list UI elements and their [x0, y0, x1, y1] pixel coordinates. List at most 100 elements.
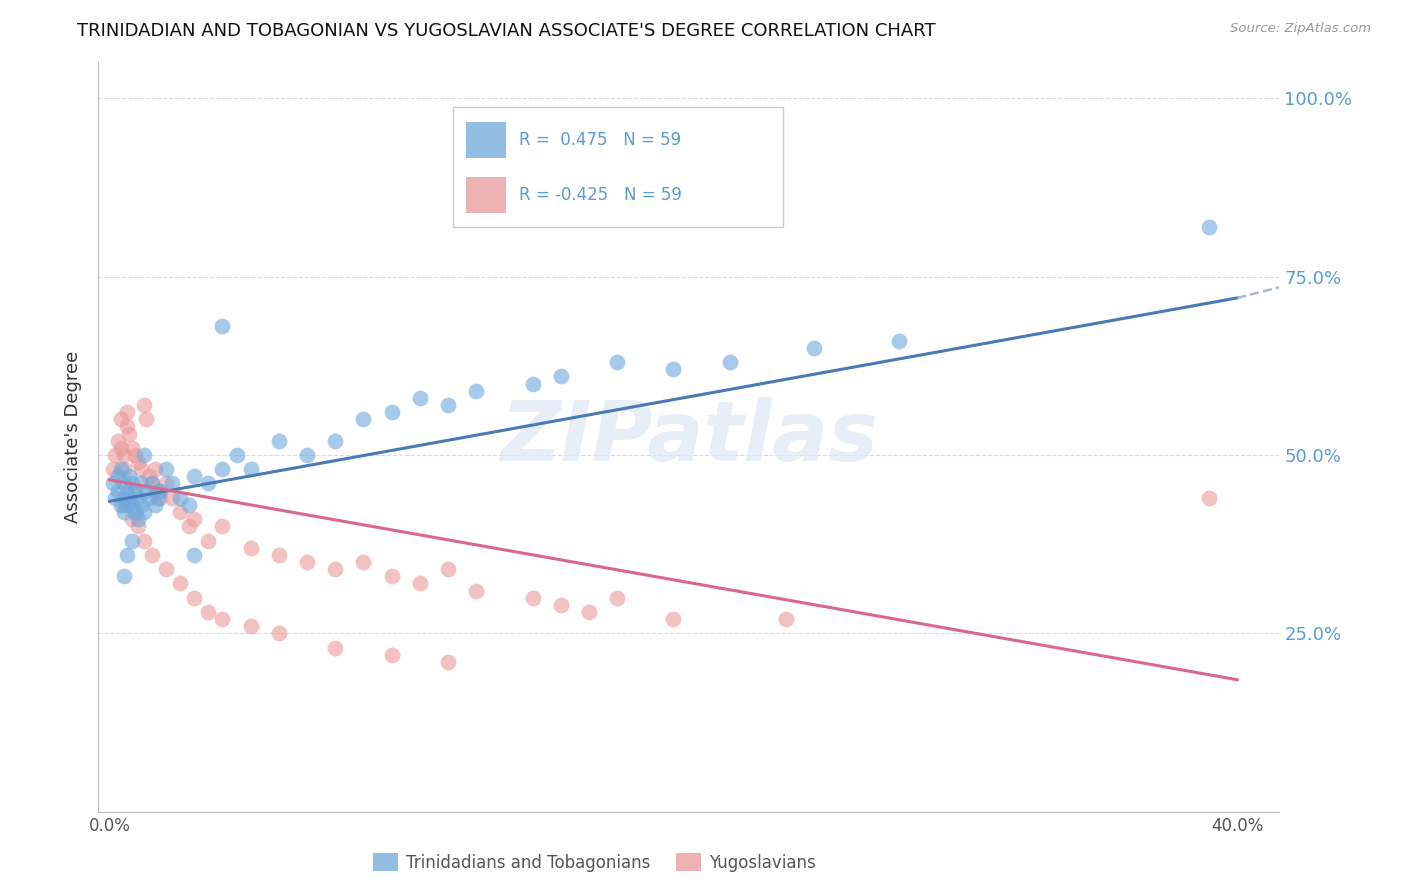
Point [267, 434, 290, 448]
Point [380, 648, 402, 662]
Point [295, 555, 318, 569]
Point [132, 533, 155, 548]
Point [465, 583, 488, 598]
Point [1198, 219, 1220, 234]
Point [118, 426, 141, 441]
Point [118, 491, 141, 505]
Point [887, 334, 910, 348]
Point [437, 398, 460, 412]
Point [183, 548, 205, 562]
Point [110, 412, 132, 426]
Point [110, 441, 132, 455]
Point [129, 498, 152, 512]
Y-axis label: Associate's Degree: Associate's Degree [65, 351, 83, 524]
Point [267, 626, 290, 640]
Point [352, 555, 374, 569]
Point [211, 462, 233, 476]
Point [211, 612, 233, 626]
Point [169, 576, 191, 591]
Point [160, 491, 183, 505]
Point [155, 462, 177, 476]
Point [143, 462, 166, 476]
Point [1198, 491, 1220, 505]
Point [146, 491, 169, 505]
Point [775, 612, 797, 626]
Point [437, 562, 460, 576]
Point [211, 519, 233, 533]
Point [121, 533, 143, 548]
Point [121, 441, 143, 455]
Point [129, 476, 152, 491]
Point [115, 548, 138, 562]
Point [380, 569, 402, 583]
Point [115, 498, 138, 512]
Point [112, 448, 135, 462]
Point [129, 462, 152, 476]
Point [121, 512, 143, 526]
Point [107, 469, 129, 483]
Point [115, 483, 138, 498]
Point [380, 405, 402, 419]
Point [132, 448, 155, 462]
Point [127, 491, 149, 505]
Point [409, 391, 432, 405]
Point [465, 384, 488, 398]
Text: TRINIDADIAN AND TOBAGONIAN VS YUGOSLAVIAN ASSOCIATE'S DEGREE CORRELATION CHART: TRINIDADIAN AND TOBAGONIAN VS YUGOSLAVIA… [77, 22, 936, 40]
Point [177, 498, 200, 512]
Point [107, 434, 129, 448]
Point [112, 476, 135, 491]
Point [183, 591, 205, 605]
Point [155, 476, 177, 491]
Point [118, 469, 141, 483]
Point [323, 562, 346, 576]
Point [718, 355, 741, 369]
Point [177, 519, 200, 533]
Point [146, 483, 169, 498]
Point [169, 491, 191, 505]
Point [169, 505, 191, 519]
Point [239, 541, 262, 555]
Point [127, 455, 149, 469]
Point [197, 533, 219, 548]
Point [295, 448, 318, 462]
Point [101, 476, 124, 491]
Point [803, 341, 825, 355]
Point [138, 491, 160, 505]
Point [149, 483, 172, 498]
Point [112, 505, 135, 519]
Point [112, 462, 135, 476]
Point [124, 483, 146, 498]
Point [112, 491, 135, 505]
Point [606, 355, 628, 369]
Point [124, 505, 146, 519]
Point [183, 469, 205, 483]
Point [522, 591, 544, 605]
Point [662, 362, 685, 376]
Point [211, 319, 233, 334]
Point [662, 612, 685, 626]
Point [437, 655, 460, 669]
Point [127, 512, 149, 526]
Point [132, 398, 155, 412]
Point [550, 369, 572, 384]
Text: Source: ZipAtlas.com: Source: ZipAtlas.com [1230, 22, 1371, 36]
Point [239, 462, 262, 476]
Point [112, 498, 135, 512]
Point [225, 448, 247, 462]
Point [110, 498, 132, 512]
Point [155, 562, 177, 576]
Point [352, 412, 374, 426]
Legend: Trinidadians and Tobagonians, Yugoslavians: Trinidadians and Tobagonians, Yugoslavia… [367, 847, 823, 879]
Point [104, 491, 127, 505]
Point [101, 462, 124, 476]
Point [110, 462, 132, 476]
Point [197, 605, 219, 619]
Point [124, 448, 146, 462]
Point [141, 548, 163, 562]
Point [409, 576, 432, 591]
Point [127, 519, 149, 533]
Point [143, 498, 166, 512]
Point [141, 476, 163, 491]
Point [121, 476, 143, 491]
Point [197, 476, 219, 491]
